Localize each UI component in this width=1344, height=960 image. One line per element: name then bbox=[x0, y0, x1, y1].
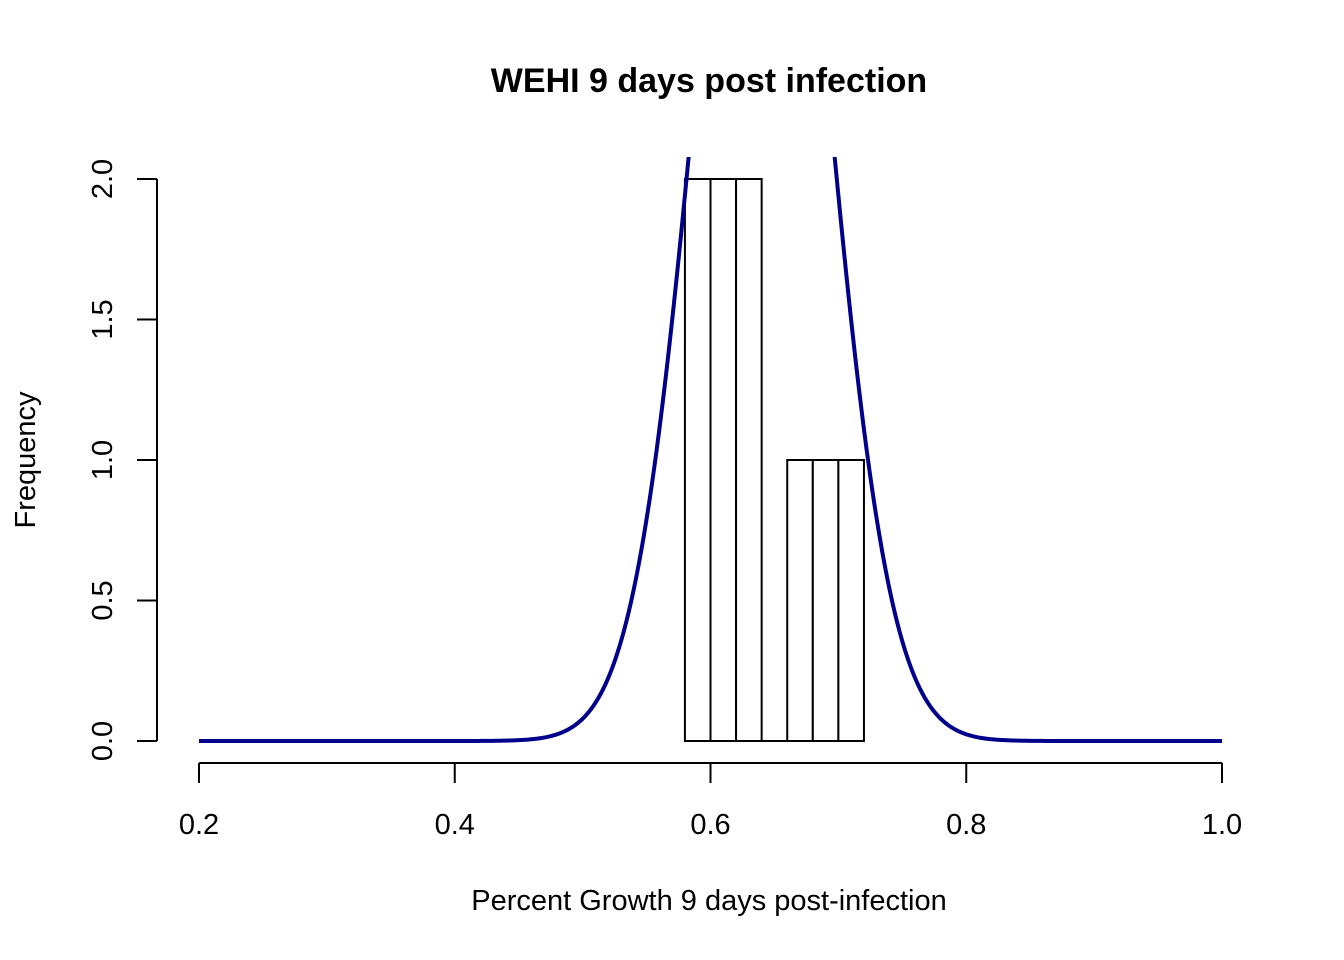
x-tick-label: 0.2 bbox=[179, 809, 219, 841]
x-tick-label: 0.8 bbox=[946, 809, 986, 841]
y-tick-label: 1.5 bbox=[87, 299, 119, 339]
chart-title: WEHI 9 days post infection bbox=[491, 62, 927, 100]
y-axis: 0.0 0.5 1.0 1.5 2.0 bbox=[87, 159, 158, 761]
y-tick-label: 2.0 bbox=[87, 159, 119, 199]
histogram-bar bbox=[709, 178, 738, 742]
x-tick-label: 0.4 bbox=[435, 809, 475, 841]
histogram-bar bbox=[735, 178, 763, 742]
histogram-bar bbox=[811, 459, 840, 742]
histogram-bar bbox=[786, 459, 814, 742]
y-tick-label: 1.0 bbox=[87, 440, 119, 480]
x-axis-label: Percent Growth 9 days post-infection bbox=[471, 885, 947, 917]
y-tick-label: 0.5 bbox=[87, 580, 119, 620]
density-curve bbox=[199, 157, 1222, 743]
x-axis: 0.2 0.4 0.6 0.8 1.0 bbox=[179, 762, 1242, 841]
y-tick-label: 0.0 bbox=[87, 721, 119, 761]
x-tick-label: 1.0 bbox=[1202, 809, 1242, 841]
density-curve-layer bbox=[199, 157, 1222, 743]
histogram-bars bbox=[683, 178, 865, 742]
histogram-bar bbox=[683, 178, 712, 742]
y-axis-label: Frequency bbox=[10, 391, 42, 529]
x-tick-label: 0.6 bbox=[690, 809, 730, 841]
histogram-bar bbox=[837, 459, 865, 742]
